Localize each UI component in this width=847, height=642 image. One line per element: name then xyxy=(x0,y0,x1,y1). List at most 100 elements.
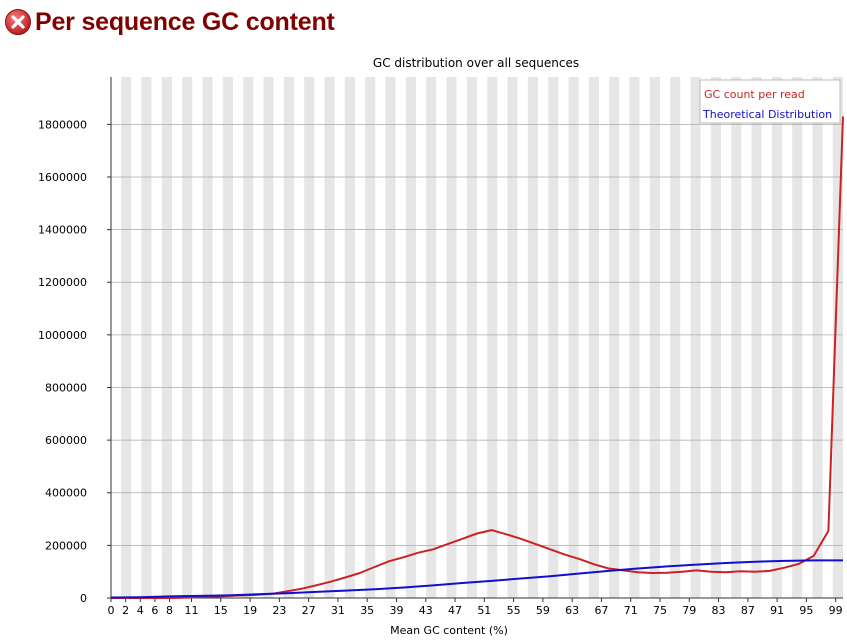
chart-band xyxy=(375,77,386,598)
chart-band xyxy=(426,77,437,598)
legend-entry-theoretical: Theoretical Distribution xyxy=(702,108,832,121)
x-tick-label: 35 xyxy=(360,604,374,617)
chart-band xyxy=(253,77,264,598)
x-tick-label: 79 xyxy=(682,604,696,617)
chart-band xyxy=(649,77,660,598)
chart-band xyxy=(355,77,366,598)
x-tick-label: 27 xyxy=(302,604,316,617)
x-tick-label: 63 xyxy=(565,604,579,617)
y-tick-label: 1200000 xyxy=(38,276,87,289)
chart-band xyxy=(599,77,610,598)
y-tick-label: 1400000 xyxy=(38,224,87,237)
y-tick-label: 600000 xyxy=(45,434,87,447)
chart-band xyxy=(111,77,122,598)
x-tick-label: 23 xyxy=(272,604,286,617)
x-tick-label: 67 xyxy=(594,604,608,617)
x-tick-label: 47 xyxy=(448,604,462,617)
x-tick-label: 11 xyxy=(185,604,199,617)
chart-band xyxy=(619,77,630,598)
error-icon xyxy=(5,9,31,35)
chart-band xyxy=(792,77,803,598)
chart-band xyxy=(365,77,376,598)
chart-band xyxy=(700,77,711,598)
chart-band xyxy=(192,77,203,598)
x-tick-label: 71 xyxy=(624,604,638,617)
chart-title: GC distribution over all sequences xyxy=(373,56,579,70)
x-tick-label: 75 xyxy=(653,604,667,617)
y-tick-label: 1600000 xyxy=(38,171,87,184)
chart-band xyxy=(405,77,416,598)
chart-background-bands xyxy=(111,77,843,598)
chart-band xyxy=(395,77,406,598)
chart-band xyxy=(731,77,742,598)
chart-band xyxy=(680,77,691,598)
y-tick-label: 200000 xyxy=(45,539,87,552)
chart-band xyxy=(121,77,132,598)
x-tick-label: 39 xyxy=(389,604,403,617)
chart-band xyxy=(538,77,549,598)
x-tick-label: 2 xyxy=(122,604,129,617)
chart-band xyxy=(609,77,620,598)
chart-band xyxy=(497,77,508,598)
page-title: Per sequence GC content xyxy=(35,7,335,36)
legend-entry-gc-count: GC count per read xyxy=(704,88,805,101)
chart-band xyxy=(629,77,640,598)
x-tick-label: 6 xyxy=(151,604,158,617)
chart-band xyxy=(436,77,447,598)
chart-band xyxy=(802,77,813,598)
y-tick-label: 0 xyxy=(80,592,87,605)
chart-band xyxy=(294,77,305,598)
x-tick-label: 0 xyxy=(108,604,115,617)
x-tick-label: 31 xyxy=(331,604,345,617)
chart-band xyxy=(334,77,345,598)
chart-band xyxy=(212,77,223,598)
chart-band xyxy=(314,77,325,598)
chart-band xyxy=(588,77,599,598)
chart-band xyxy=(151,77,162,598)
chart-band xyxy=(202,77,213,598)
x-tick-label: 8 xyxy=(166,604,173,617)
chart-band xyxy=(527,77,538,598)
chart-band xyxy=(222,77,233,598)
chart-band xyxy=(466,77,477,598)
chart-band xyxy=(578,77,589,598)
chart-band xyxy=(324,77,335,598)
chart-band xyxy=(710,77,721,598)
chart-band xyxy=(660,77,671,598)
x-tick-label: 51 xyxy=(477,604,491,617)
x-tick-label: 43 xyxy=(419,604,433,617)
chart-band xyxy=(182,77,193,598)
chart-band xyxy=(141,77,152,598)
chart-band xyxy=(263,77,274,598)
legend-box xyxy=(699,79,841,124)
chart-band xyxy=(172,77,183,598)
chart-band xyxy=(456,77,467,598)
chart-band xyxy=(507,77,518,598)
series-line-1 xyxy=(110,559,843,599)
chart-band xyxy=(771,77,782,598)
gc-content-chart: 0 200000 400000 600000 800000 1000000 1200000 1… xyxy=(38,56,844,637)
chart-band xyxy=(243,77,254,598)
chart-band xyxy=(741,77,752,598)
chart-band xyxy=(782,77,793,598)
chart-band xyxy=(690,77,701,598)
x-tick-label: 4 xyxy=(137,604,144,617)
chart-band xyxy=(477,77,488,598)
chart-band xyxy=(416,77,427,598)
x-tick-label: 19 xyxy=(243,604,257,617)
x-tick-label: 87 xyxy=(741,604,755,617)
chart-band xyxy=(670,77,681,598)
chart-band xyxy=(517,77,528,598)
page-header: Per sequence GC content xyxy=(4,4,335,40)
y-tick-label: 1800000 xyxy=(38,118,87,131)
x-tick-label: 91 xyxy=(770,604,784,617)
chart-band xyxy=(161,77,172,598)
x-tick-label: 99 xyxy=(829,604,843,617)
y-tick-label: 800000 xyxy=(45,381,87,394)
chart-legend: GC count per read Theoretical Distributi… xyxy=(699,79,841,124)
chart-band xyxy=(721,77,732,598)
chart-band xyxy=(283,77,294,598)
chart-band xyxy=(233,77,244,598)
chart-band xyxy=(548,77,559,598)
chart-band xyxy=(639,77,650,598)
